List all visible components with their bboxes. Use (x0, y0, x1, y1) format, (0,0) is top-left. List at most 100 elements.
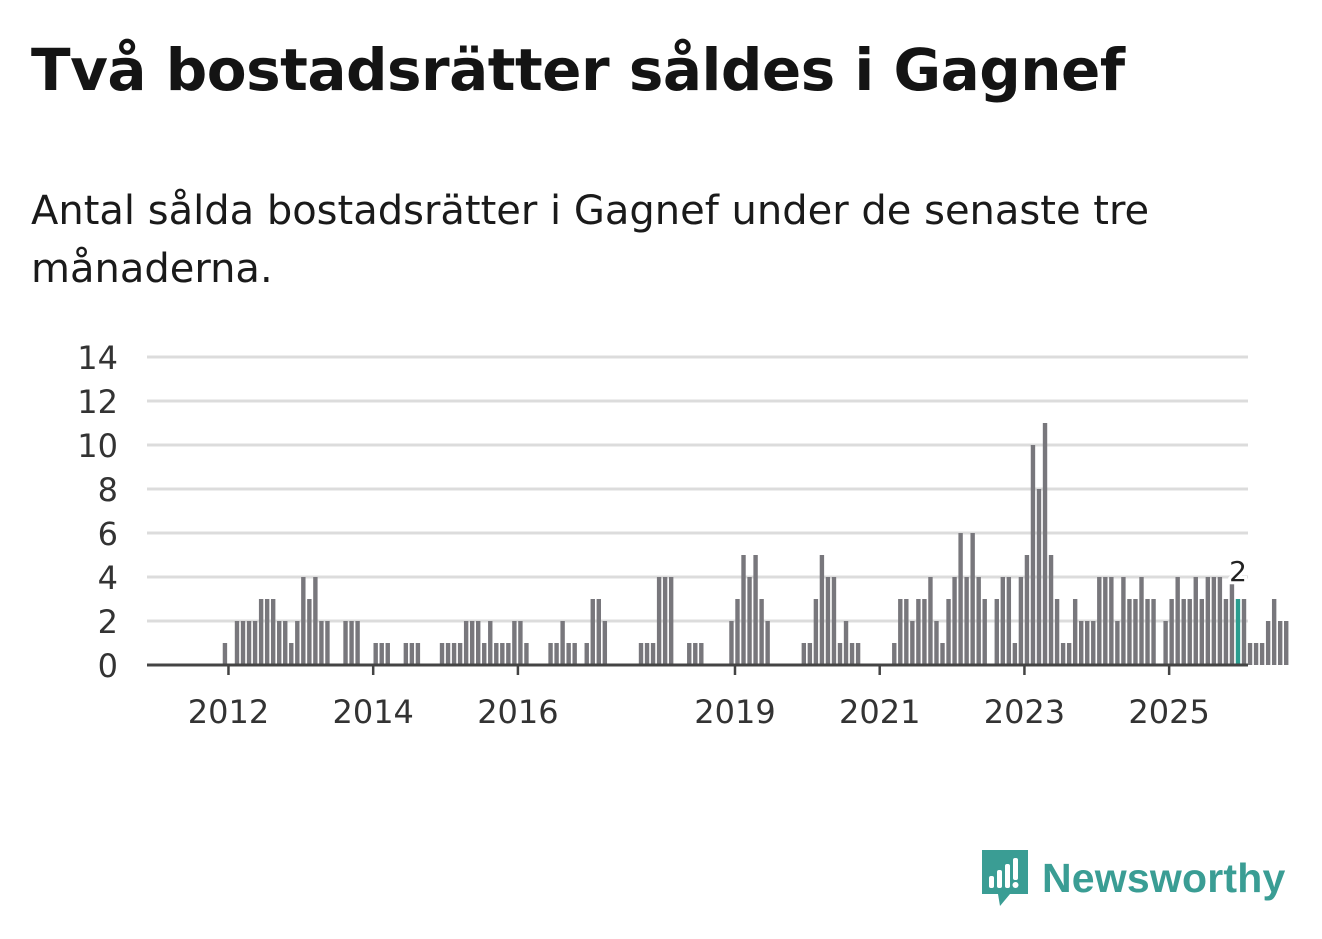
bar (524, 643, 529, 665)
bar (445, 643, 451, 665)
bar (246, 621, 252, 665)
bar (1054, 599, 1060, 665)
bar (1229, 577, 1235, 665)
bar (699, 643, 704, 665)
bar (825, 577, 831, 665)
bar (457, 643, 463, 665)
bar (289, 643, 294, 665)
bar-chart: 0 2 4 6 8 10 12 14 2012 2014 2016 2019 2021 2023 2025… (77, 339, 1289, 731)
bar (385, 643, 390, 665)
bar (590, 599, 595, 665)
bar (1247, 643, 1253, 665)
bar (1205, 577, 1211, 665)
bar (1121, 577, 1126, 665)
bar (1223, 599, 1229, 665)
bar (898, 599, 903, 665)
bar (934, 621, 939, 665)
bar (1109, 577, 1114, 665)
y-tick-label: 12 (77, 383, 118, 421)
bar (1163, 621, 1168, 665)
bar (482, 643, 487, 665)
bar (855, 643, 861, 665)
x-axis-ticks: 2012 2014 2016 2019 2021 2023 2025 (188, 665, 1210, 731)
bar (940, 643, 945, 665)
bar (644, 643, 650, 665)
bar (916, 599, 921, 665)
bar (735, 599, 740, 665)
bar (952, 577, 957, 665)
y-axis-ticks: 0 2 4 6 8 10 12 14 (77, 339, 118, 685)
bars (222, 423, 1289, 665)
bar (1079, 621, 1084, 665)
bar (1097, 577, 1102, 665)
bar (355, 621, 360, 665)
bar (1211, 577, 1217, 665)
bar (1133, 599, 1138, 665)
bar (1139, 577, 1144, 665)
bar (1085, 621, 1090, 665)
bar (1193, 577, 1198, 665)
bar (687, 643, 692, 665)
bar (970, 533, 975, 665)
bar (922, 599, 927, 665)
bar (1259, 643, 1265, 665)
bar (668, 577, 674, 665)
bar (1181, 599, 1186, 665)
bar (849, 643, 855, 665)
bar (1271, 599, 1277, 665)
bar (1024, 555, 1030, 665)
y-tick-label: 8 (98, 471, 118, 509)
bar (512, 621, 517, 665)
chart-subtitle: Antal sålda bostadsrätter i Gagnef under… (31, 188, 1150, 292)
bar (409, 643, 415, 665)
y-tick-label: 10 (77, 427, 118, 465)
bar (693, 643, 698, 665)
bar (222, 643, 228, 665)
y-tick-label: 4 (98, 559, 118, 597)
bar (349, 621, 354, 665)
bar (656, 577, 662, 665)
bar (1060, 643, 1066, 665)
bar (843, 621, 849, 665)
bar (1000, 577, 1006, 665)
bar (1151, 599, 1156, 665)
brand-name: Newsworthy (1042, 854, 1286, 901)
bar (837, 643, 843, 665)
bar (343, 621, 348, 665)
x-tick-label: 2025 (1128, 693, 1209, 731)
bar (1175, 577, 1180, 665)
bar (813, 599, 819, 665)
bar (307, 599, 312, 665)
bar (373, 643, 378, 665)
bar (729, 621, 734, 665)
bar (964, 577, 969, 665)
bar (403, 643, 409, 665)
bar (234, 621, 240, 665)
x-tick-label: 2014 (332, 693, 413, 731)
gridlines (147, 355, 1248, 623)
bar (1277, 621, 1283, 665)
bar (759, 599, 764, 665)
bar (892, 643, 897, 665)
bar (476, 621, 481, 665)
bar (451, 643, 457, 665)
bar (1127, 599, 1132, 665)
annotations: 2 (1226, 552, 1250, 591)
bar (1115, 621, 1120, 665)
y-tick-label: 2 (98, 603, 118, 641)
bar (946, 599, 951, 665)
bar (270, 599, 276, 665)
chart-title: Två bostadsrätter såldes i Gagnef (31, 36, 1125, 104)
bar (741, 555, 746, 665)
bar (500, 643, 505, 665)
x-tick-label: 2021 (839, 693, 920, 731)
bar (240, 621, 246, 665)
bar (904, 599, 909, 665)
bar (379, 643, 384, 665)
bar (325, 621, 330, 665)
bar (994, 599, 999, 665)
bar (1217, 577, 1223, 665)
bar (283, 621, 288, 665)
bar (602, 621, 608, 665)
bar (638, 643, 644, 665)
